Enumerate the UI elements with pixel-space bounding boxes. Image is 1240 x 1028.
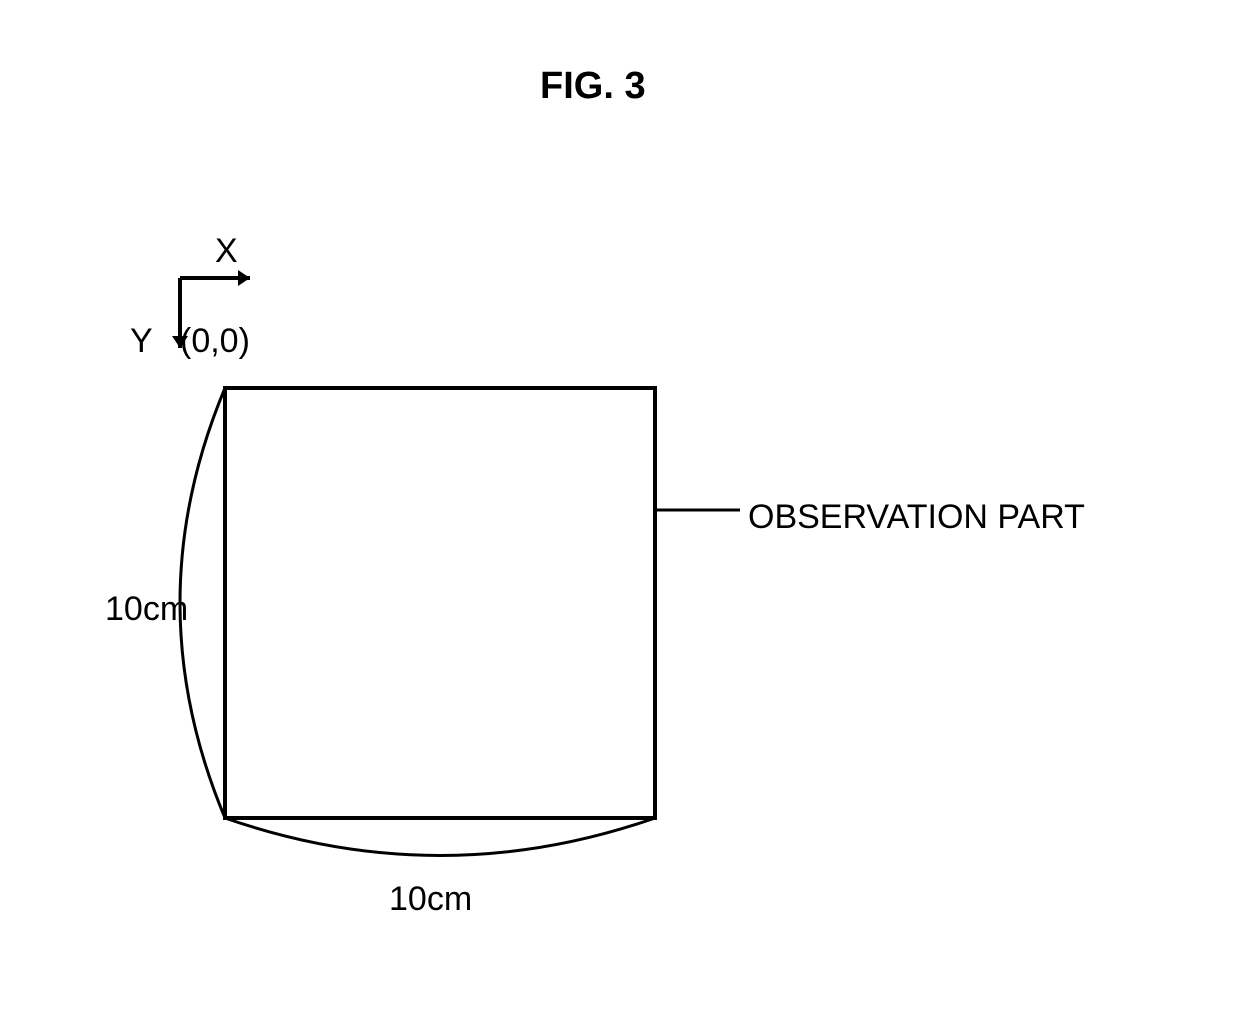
x-axis-arrow: [180, 270, 250, 286]
bottom-dimension-arc: [225, 818, 655, 856]
diagram-svg: [0, 0, 1240, 1028]
observation-square: [225, 388, 655, 818]
y-axis-arrow: [172, 278, 188, 348]
left-dimension-arc: [180, 388, 225, 818]
